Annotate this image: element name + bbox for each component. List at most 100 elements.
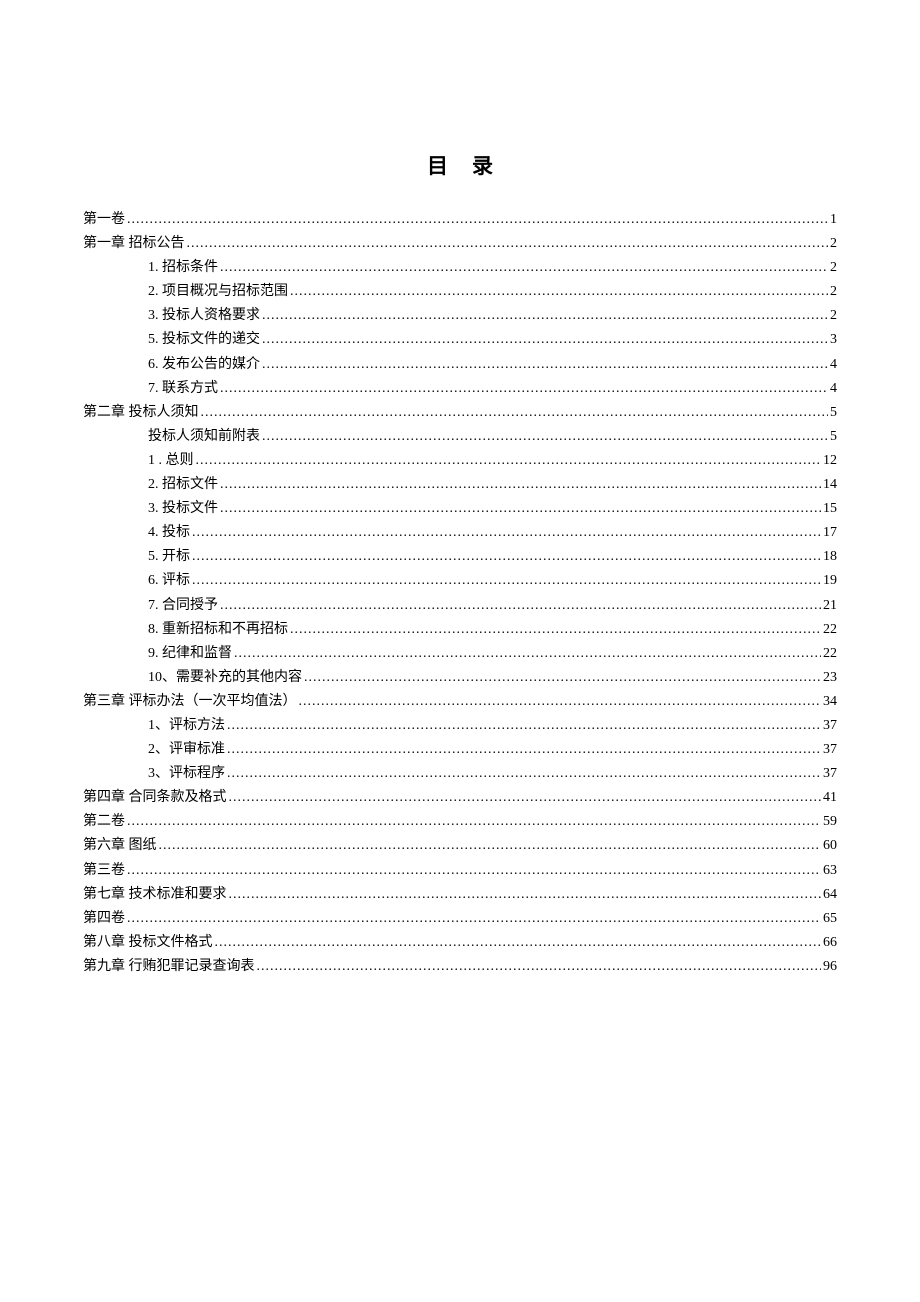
toc-entry-label: 8. 重新招标和不再招标 xyxy=(148,618,288,642)
toc-title: 目录 xyxy=(83,150,837,180)
toc-entry-page: 4 xyxy=(830,377,837,401)
toc-entry-page: 59 xyxy=(823,810,837,834)
toc-entry: 第二章 投标人须知 5 xyxy=(83,401,837,425)
toc-entry-label: 3、评标程序 xyxy=(148,762,225,786)
toc-entry-label: 10、需要补充的其他内容 xyxy=(148,666,302,690)
toc-entry-page: 21 xyxy=(823,594,837,618)
toc-entry-page: 2 xyxy=(830,232,837,256)
toc-entry: 7. 联系方式 4 xyxy=(83,377,837,401)
toc-entry: 第四章 合同条款及格式 41 xyxy=(83,786,837,810)
toc-entry-page: 14 xyxy=(823,473,837,497)
toc-entry: 7. 合同授予 21 xyxy=(83,594,837,618)
toc-leader-dots xyxy=(262,425,828,449)
toc-entry: 1. 招标条件2 xyxy=(83,256,837,280)
toc-entry-label: 第一卷 xyxy=(83,208,125,232)
toc-leader-dots xyxy=(229,786,822,810)
toc-entry: 第三卷 63 xyxy=(83,859,837,883)
toc-entry: 3. 投标文件15 xyxy=(83,497,837,521)
toc-entry-label: 2. 项目概况与招标范围 xyxy=(148,280,288,304)
toc-leader-dots xyxy=(257,955,822,979)
toc-entry: 第二卷 59 xyxy=(83,810,837,834)
toc-leader-dots xyxy=(196,449,822,473)
toc-entry-page: 4 xyxy=(830,353,837,377)
toc-entry-label: 第四卷 xyxy=(83,907,125,931)
toc-entry-label: 1 . 总则 xyxy=(148,449,194,473)
toc-entry-label: 7. 合同授予 xyxy=(148,594,218,618)
toc-entry-label: 2、评审标准 xyxy=(148,738,225,762)
toc-entry-page: 66 xyxy=(823,931,837,955)
toc-entry-page: 5 xyxy=(830,401,837,425)
toc-leader-dots xyxy=(227,762,821,786)
toc-entry-label: 第七章 技术标准和要求 xyxy=(83,883,227,907)
toc-leader-dots xyxy=(229,883,822,907)
toc-leader-dots xyxy=(262,328,828,352)
toc-entry-page: 63 xyxy=(823,859,837,883)
toc-entry-page: 22 xyxy=(823,642,837,666)
toc-entry-page: 15 xyxy=(823,497,837,521)
toc-leader-dots xyxy=(304,666,821,690)
toc-entry-label: 3. 投标人资格要求 xyxy=(148,304,260,328)
toc-entry-label: 7. 联系方式 xyxy=(148,377,218,401)
toc-leader-dots xyxy=(227,714,821,738)
toc-leader-dots xyxy=(220,377,828,401)
toc-leader-dots xyxy=(299,690,822,714)
toc-entry-label: 第九章 行贿犯罪记录查询表 xyxy=(83,955,255,979)
toc-entry-label: 第二章 投标人须知 xyxy=(83,401,199,425)
toc-leader-dots xyxy=(220,256,828,280)
toc-entry: 第四卷 65 xyxy=(83,907,837,931)
toc-entry-page: 37 xyxy=(823,762,837,786)
toc-leader-dots xyxy=(220,594,821,618)
toc-entry-page: 18 xyxy=(823,545,837,569)
toc-entry: 9. 纪律和监督 22 xyxy=(83,642,837,666)
toc-leader-dots xyxy=(290,618,821,642)
toc-entry: 8. 重新招标和不再招标 22 xyxy=(83,618,837,642)
toc-entry-label: 第八章 投标文件格式 xyxy=(83,931,213,955)
toc-leader-dots xyxy=(127,859,821,883)
toc-leader-dots xyxy=(201,401,829,425)
toc-entry: 6. 发布公告的媒介 4 xyxy=(83,353,837,377)
toc-entry-label: 第四章 合同条款及格式 xyxy=(83,786,227,810)
toc-entry-label: 5. 开标 xyxy=(148,545,190,569)
toc-entry: 2. 招标文件14 xyxy=(83,473,837,497)
toc-entry-label: 第二卷 xyxy=(83,810,125,834)
toc-leader-dots xyxy=(262,304,828,328)
toc-entry-label: 6. 发布公告的媒介 xyxy=(148,353,260,377)
toc-entry-label: 投标人须知前附表 xyxy=(148,425,260,449)
toc-entry: 1、评标方法37 xyxy=(83,714,837,738)
toc-entry-label: 1、评标方法 xyxy=(148,714,225,738)
toc-entry: 第八章 投标文件格式 66 xyxy=(83,931,837,955)
toc-leader-dots xyxy=(127,208,828,232)
toc-entry-page: 1 xyxy=(830,208,837,232)
toc-entry-label: 6. 评标 xyxy=(148,569,190,593)
toc-leader-dots xyxy=(227,738,821,762)
toc-entry-label: 9. 纪律和监督 xyxy=(148,642,232,666)
toc-entry: 第七章 技术标准和要求64 xyxy=(83,883,837,907)
toc-entry-page: 60 xyxy=(823,834,837,858)
toc-entry-page: 34 xyxy=(823,690,837,714)
toc-entry-label: 4. 投标 xyxy=(148,521,190,545)
toc-leader-dots xyxy=(127,810,821,834)
toc-entry: 5. 开标 18 xyxy=(83,545,837,569)
toc-leader-dots xyxy=(159,834,822,858)
toc-entry: 5. 投标文件的递交3 xyxy=(83,328,837,352)
toc-entry: 2. 项目概况与招标范围2 xyxy=(83,280,837,304)
toc-entry-label: 5. 投标文件的递交 xyxy=(148,328,260,352)
toc-leader-dots xyxy=(192,521,821,545)
toc-entry: 第一章 招标公告2 xyxy=(83,232,837,256)
toc-entry: 第三章 评标办法（一次平均值法）34 xyxy=(83,690,837,714)
toc-entry-label: 第三卷 xyxy=(83,859,125,883)
toc-leader-dots xyxy=(187,232,829,256)
toc-entry-page: 41 xyxy=(823,786,837,810)
toc-entry: 第九章 行贿犯罪记录查询表96 xyxy=(83,955,837,979)
toc-entry: 第一卷 1 xyxy=(83,208,837,232)
toc-entry-page: 37 xyxy=(823,738,837,762)
toc-leader-dots xyxy=(262,353,828,377)
toc-entry: 3. 投标人资格要求2 xyxy=(83,304,837,328)
toc-entry-page: 65 xyxy=(823,907,837,931)
toc-leader-dots xyxy=(290,280,828,304)
toc-entry: 4. 投标17 xyxy=(83,521,837,545)
toc-entry-page: 22 xyxy=(823,618,837,642)
toc-entry-page: 5 xyxy=(830,425,837,449)
toc-entry-label: 第六章 图纸 xyxy=(83,834,157,858)
toc-leader-dots xyxy=(220,473,821,497)
